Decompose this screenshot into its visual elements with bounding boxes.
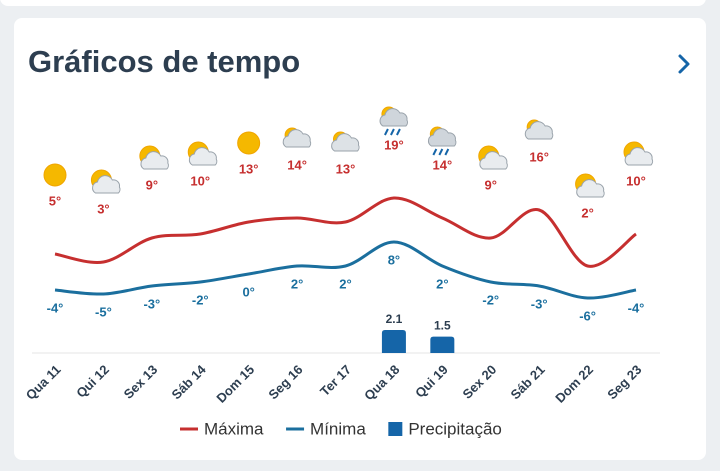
cloud — [624, 147, 654, 166]
weather-icon — [478, 145, 508, 170]
max-label: 14° — [432, 157, 452, 172]
sun — [237, 131, 261, 155]
min-label: -2° — [192, 292, 209, 307]
cloud — [428, 128, 457, 147]
precip-label: 2.1 — [386, 312, 403, 326]
min-label: 8° — [388, 252, 400, 267]
cloud — [92, 175, 121, 194]
precip-label: 1.5 — [434, 319, 451, 333]
cloud — [576, 179, 605, 198]
max-label: 13° — [239, 161, 259, 176]
max-label: 3° — [97, 201, 109, 216]
max-label: 5° — [49, 193, 61, 208]
line-1 — [54, 240, 637, 300]
max-label: 14° — [287, 157, 307, 172]
line-0 — [54, 196, 637, 268]
min-label: 2° — [339, 276, 351, 291]
rain-drop — [384, 128, 389, 136]
weather-icon — [331, 131, 360, 152]
min-label: -6° — [579, 308, 596, 323]
weather-icon — [237, 131, 261, 155]
min-label: -3° — [531, 296, 548, 311]
chevron[interactable] — [678, 54, 690, 74]
max-label: 16° — [529, 149, 549, 164]
precip-bar — [381, 330, 406, 353]
rain-drop — [438, 148, 444, 156]
min-label: -2° — [482, 292, 499, 307]
max-label: 19° — [384, 137, 404, 152]
min-label: -4° — [628, 300, 645, 315]
weather-icon — [524, 119, 554, 140]
legend-label: Precipitação — [408, 419, 502, 438]
chart-title: Gráficos de tempo — [28, 44, 300, 79]
sun — [43, 163, 67, 187]
rain-drop — [444, 148, 450, 156]
legend-label: Máxima — [204, 419, 264, 438]
max-label: 13° — [336, 161, 356, 176]
weather-icon — [575, 173, 605, 198]
cloud — [282, 129, 312, 148]
weather-icon — [139, 145, 169, 170]
rain-drop — [396, 128, 401, 136]
min-label: -4° — [47, 300, 64, 315]
min-label: 2° — [436, 276, 448, 291]
cloud — [524, 121, 554, 140]
weather-icon — [282, 127, 312, 148]
rain-drop — [432, 148, 438, 156]
cloud — [331, 133, 360, 152]
max-label: 2° — [581, 205, 593, 220]
weather-icon — [43, 163, 67, 187]
max-label: 10° — [190, 173, 210, 188]
weather-icon — [623, 141, 654, 166]
card — [14, 18, 706, 460]
min-label: -3° — [143, 296, 160, 311]
cloud — [188, 147, 218, 166]
weather-icon — [187, 141, 218, 166]
max-label: 10° — [626, 173, 646, 188]
cloud — [379, 108, 408, 127]
legend-label: Mínima — [310, 419, 366, 438]
min-label: 2° — [291, 276, 303, 291]
max-label: 9° — [485, 177, 497, 192]
cloud — [479, 151, 508, 170]
min-label: -5° — [95, 304, 112, 319]
precip-bar — [430, 336, 455, 353]
min-label: 0° — [242, 284, 254, 299]
max-label: 9° — [146, 177, 158, 192]
weather-icon — [428, 126, 457, 156]
weather-icon — [379, 106, 408, 136]
cloud — [140, 151, 169, 170]
card-above — [0, 0, 706, 6]
rain-drop — [390, 128, 395, 136]
legend-swatch — [388, 422, 403, 436]
weather-icon — [90, 169, 121, 194]
